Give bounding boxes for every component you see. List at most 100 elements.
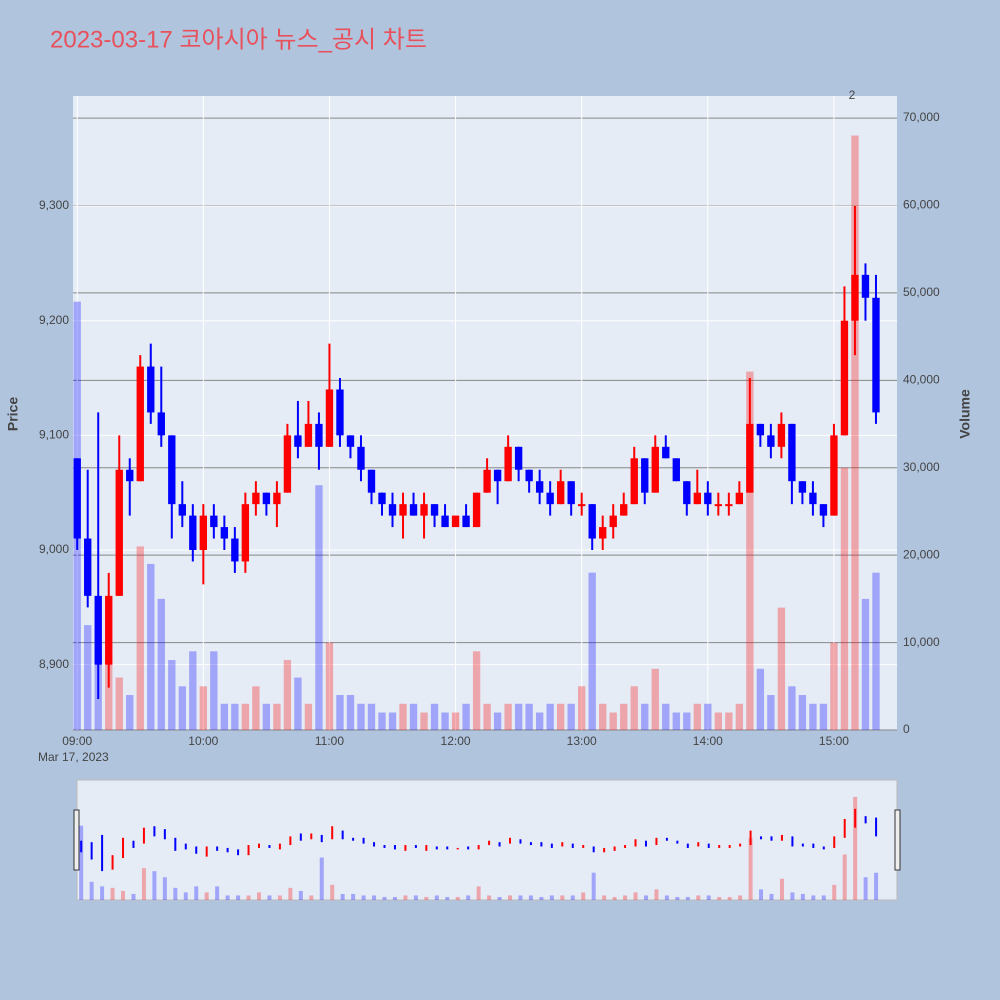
- slider-volume-bar: [173, 887, 178, 900]
- slider-volume-bar: [738, 895, 743, 900]
- volume-bar: [367, 703, 376, 730]
- volume-bar: [84, 625, 92, 730]
- candle-body: [483, 469, 491, 493]
- volume-bar: [788, 686, 796, 730]
- candle-body: [84, 538, 92, 596]
- volume-bar: [798, 695, 807, 730]
- slider-volume-bar: [591, 872, 596, 900]
- slider-volume-bar: [121, 890, 126, 900]
- candle-body: [462, 515, 470, 528]
- candle-body: [126, 469, 134, 482]
- candle-body: [641, 458, 649, 493]
- slider-volume-bar: [696, 895, 701, 900]
- volume-bar: [504, 703, 512, 730]
- candle-body: [147, 366, 155, 413]
- candle-body: [220, 527, 229, 539]
- candle-body: [546, 492, 554, 505]
- x-tick-label: 12:00: [441, 734, 471, 748]
- slider-volume-bar: [392, 896, 397, 900]
- y2-tick-label: 30,000: [903, 460, 940, 474]
- candle-body: [115, 469, 123, 596]
- candle-body: [662, 446, 670, 459]
- volume-bar: [483, 703, 491, 730]
- x-tick-label: 09:00: [62, 734, 92, 748]
- volume-bar: [283, 660, 292, 730]
- y2-tick-label: 70,000: [903, 110, 940, 124]
- y-tick-label: 9,000: [39, 542, 69, 556]
- volume-bar: [168, 660, 176, 730]
- candle-body: [94, 595, 102, 665]
- candle-body: [210, 515, 218, 528]
- volume-bar: [872, 572, 880, 730]
- slider-volume-bar: [612, 896, 617, 900]
- y2-tick-label: 60,000: [903, 198, 940, 212]
- volume-bar: [704, 703, 712, 730]
- candle-body: [609, 515, 617, 528]
- slider-volume-bar: [748, 837, 753, 900]
- range-handle-right[interactable]: [894, 809, 901, 871]
- volume-bar: [725, 712, 733, 730]
- slider-volume-bar: [842, 854, 847, 900]
- volume-bar: [294, 677, 302, 730]
- volume-bar: [672, 712, 680, 730]
- candle-body: [725, 504, 733, 507]
- volume-bar: [599, 703, 607, 730]
- volume-bar: [777, 607, 786, 730]
- volume-bar: [304, 703, 313, 730]
- slider-volume-bar: [309, 895, 314, 900]
- volume-bar: [441, 712, 449, 730]
- slider-volume-bar: [821, 895, 826, 900]
- range-slider[interactable]: [76, 779, 898, 901]
- candle-body: [168, 435, 176, 505]
- candle-body: [346, 435, 355, 447]
- volume-bar: [231, 703, 239, 730]
- slider-volume-bar: [288, 887, 293, 900]
- candle-body: [840, 320, 849, 436]
- volume-bar: [746, 371, 754, 730]
- slider-volume-bar: [570, 895, 575, 900]
- volume-bar: [683, 712, 691, 730]
- volume-bar: [620, 703, 628, 730]
- slider-volume-bar: [152, 871, 157, 900]
- slider-volume-bar: [654, 889, 659, 900]
- slider-volume-bar: [100, 886, 105, 900]
- candle-body: [525, 469, 533, 482]
- candle-body: [851, 274, 859, 321]
- candle-body: [651, 446, 659, 493]
- candle-body: [809, 492, 817, 505]
- slider-volume-bar: [779, 878, 784, 900]
- volume-bar: [546, 703, 554, 730]
- candle-body: [73, 458, 81, 539]
- candle-body: [746, 423, 754, 493]
- chart-title: 2023-03-17 코아시아 뉴스_공시 차트: [50, 26, 427, 53]
- volume-bar: [556, 703, 565, 730]
- candle-body: [273, 492, 281, 505]
- x-tick-label: 13:00: [567, 734, 597, 748]
- slider-volume-bar: [800, 893, 805, 900]
- slider-volume-bar: [528, 895, 533, 900]
- volume-bar: [388, 712, 397, 730]
- candle-body: [683, 481, 691, 505]
- slider-volume-bar: [403, 895, 408, 900]
- candle-body: [567, 481, 575, 505]
- volume-bar: [609, 712, 617, 730]
- x-tick-label: 10:00: [188, 734, 218, 748]
- candle-body: [420, 504, 428, 516]
- candle-body: [315, 423, 323, 447]
- volume-bar: [378, 712, 386, 730]
- slider-volume-bar: [602, 895, 607, 900]
- y2-tick-label: 0: [903, 722, 910, 736]
- candle-body: [535, 481, 544, 493]
- candle-body: [767, 435, 775, 447]
- candle-body: [399, 504, 407, 516]
- y2-axis-title: Volume: [957, 389, 973, 439]
- candle-body: [872, 297, 880, 413]
- candle-body: [714, 504, 723, 507]
- y2-tick-label: 50,000: [903, 285, 940, 299]
- slider-volume-bar: [79, 825, 84, 900]
- candle-body: [262, 492, 271, 505]
- candle-body: [693, 492, 701, 505]
- volume-bar: [578, 686, 586, 730]
- volume-bar: [472, 651, 481, 730]
- range-handle-left[interactable]: [73, 809, 80, 871]
